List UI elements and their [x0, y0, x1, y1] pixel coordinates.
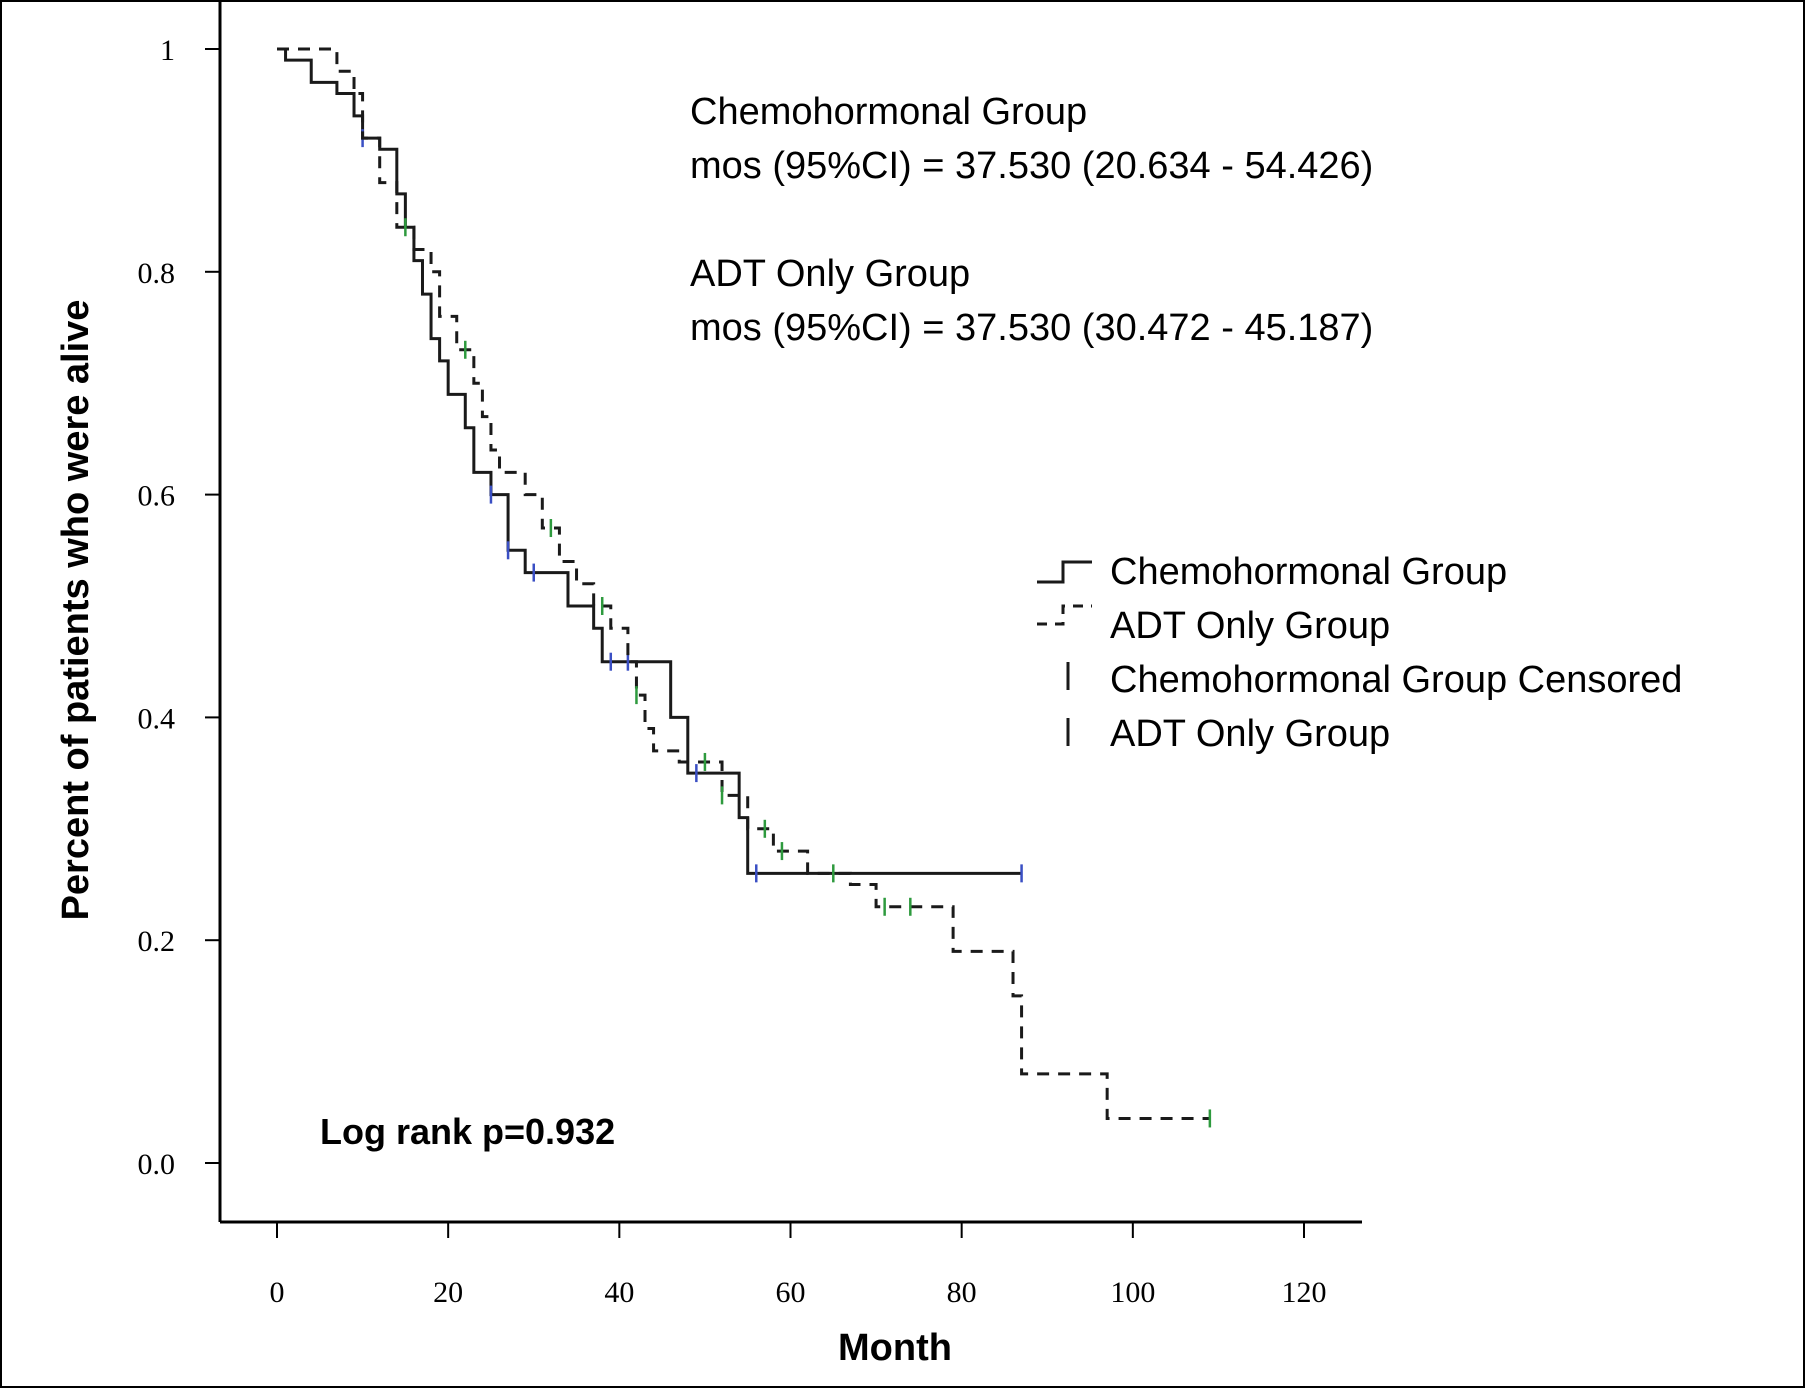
x-tick-label: 60	[776, 1276, 806, 1309]
series-adt-only-group	[277, 47, 1212, 1128]
x-axis-label: Month	[838, 1327, 952, 1369]
chemo-annotation-mos: mos (95%CI) = 37.530 (20.634 - 54.426)	[690, 145, 1373, 187]
y-axis-label: Percent of patients who were alive	[55, 300, 97, 921]
x-tick-label: 100	[1110, 1276, 1155, 1309]
x-tick-label: 80	[947, 1276, 977, 1309]
legend: Chemohormonal Group ADT Only Group Chemo…	[1037, 551, 1682, 755]
x-tick-label: 40	[604, 1276, 634, 1309]
series-layer	[277, 47, 1212, 1128]
legend-symbol-dashed	[1037, 604, 1092, 626]
legend-label: Chemohormonal Group Censored	[1110, 659, 1682, 701]
y-tick-label: 0.8	[138, 257, 176, 290]
legend-label: ADT Only Group	[1110, 713, 1390, 755]
logrank-annotation: Log rank p=0.932	[320, 1111, 615, 1152]
legend-label: Chemohormonal Group	[1110, 551, 1507, 593]
x-ticks: 0 20 40 60 80 100 120	[270, 1222, 1327, 1309]
km-step-line	[277, 47, 1210, 1120]
x-tick-label: 120	[1282, 1276, 1327, 1309]
adt-annotation-mos: mos (95%CI) = 37.530 (30.472 - 45.187)	[690, 307, 1373, 349]
y-ticks: 0.0 0.2 0.4 0.6 0.8 1	[138, 34, 220, 1181]
y-tick-label: 0.2	[138, 925, 176, 958]
y-tick-label: 0.4	[138, 702, 176, 735]
x-tick-label: 20	[433, 1276, 463, 1309]
y-tick-label: 0.6	[138, 480, 176, 513]
y-tick-label: 1	[160, 34, 175, 67]
legend-symbol-solid	[1037, 560, 1092, 584]
chemo-annotation-title: Chemohormonal Group	[690, 91, 1087, 133]
adt-annotation-title: ADT Only Group	[690, 253, 970, 295]
y-tick-label: 0.0	[138, 1148, 176, 1181]
legend-label: ADT Only Group	[1110, 605, 1390, 647]
x-tick-label: 0	[270, 1276, 285, 1309]
